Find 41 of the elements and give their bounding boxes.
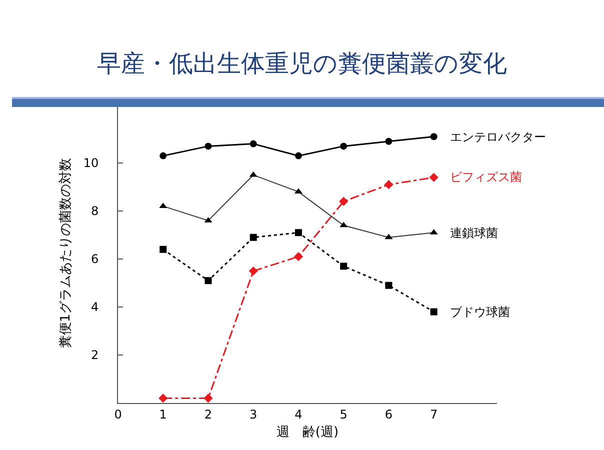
x-tick-label: 7 (430, 407, 438, 422)
series-label: ビフィズス菌 (450, 170, 522, 184)
y-axis-title: 糞便1グラムあたりの菌数の対数 (57, 158, 74, 348)
x-tick-label: 4 (294, 407, 302, 422)
point (294, 252, 304, 262)
point (204, 277, 212, 284)
x-tick-label: 6 (384, 407, 393, 422)
point (204, 394, 213, 403)
series-label: エンテロバクター (450, 130, 546, 144)
y-tick-label: 10 (83, 156, 99, 170)
point (160, 152, 167, 160)
x-tick-label: 1 (159, 407, 167, 422)
point (250, 234, 257, 241)
x-axis-title: 週 齢(週) (276, 425, 339, 440)
point (294, 229, 302, 236)
x-tick-label: 0 (114, 407, 122, 422)
x-tick-label: 5 (340, 407, 348, 422)
y-tick-label: 4 (90, 300, 99, 314)
chart-title: 早産・低出生体重児の糞便菌叢の変化 (97, 49, 507, 78)
point (204, 142, 212, 150)
point (430, 308, 438, 316)
y-tick-label: 2 (90, 348, 99, 362)
point (430, 133, 438, 140)
point (250, 140, 257, 148)
point (340, 142, 348, 150)
point (340, 262, 348, 270)
x-tick-label: 2 (204, 407, 212, 422)
point (385, 138, 392, 145)
series-label: 連鎖球菌 (450, 226, 498, 240)
x-tick-label: 3 (250, 407, 258, 422)
point (339, 196, 348, 206)
y-tick-label: 8 (90, 204, 99, 218)
point (294, 152, 302, 160)
point (429, 172, 438, 182)
point (385, 282, 392, 289)
y-tick-label: 6 (90, 252, 99, 266)
point (384, 180, 394, 190)
point (248, 266, 258, 276)
point (160, 246, 167, 253)
series-label: ブドウ球菌 (450, 305, 510, 319)
point (158, 394, 168, 403)
